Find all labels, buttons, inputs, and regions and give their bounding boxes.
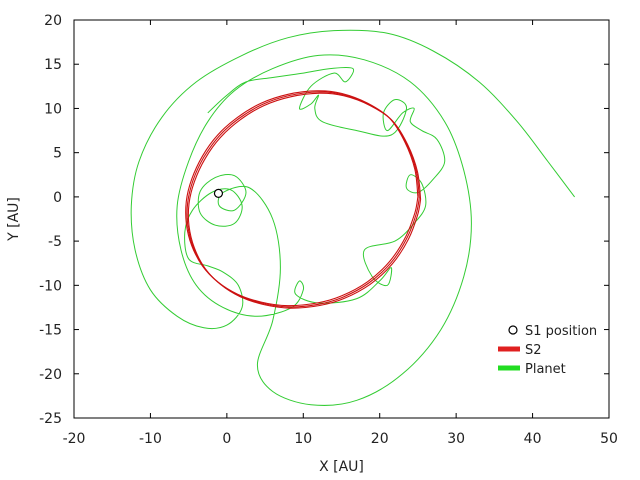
x-tick-label: 10	[294, 431, 312, 447]
y-tick-label: 10	[44, 101, 62, 117]
star2-orbit-1	[186, 91, 420, 308]
y-tick-label: 5	[53, 146, 62, 162]
y-tick-label: -25	[39, 411, 62, 427]
legend-label: Planet	[525, 362, 566, 377]
x-tick-label: 30	[447, 431, 465, 447]
x-tick-label: -10	[139, 431, 162, 447]
x-tick-label: 40	[524, 431, 542, 447]
legend-marker-s1	[508, 325, 518, 335]
legend-label: S1 position	[525, 324, 597, 339]
x-tick-label: 50	[600, 431, 618, 447]
series-layer	[130, 29, 575, 406]
y-axis-label: Y [AU]	[6, 197, 22, 242]
star2-orbit-2	[187, 92, 422, 309]
y-tick-label: -15	[39, 323, 62, 339]
x-axis-label: X [AU]	[319, 459, 364, 475]
x-tick-label: -20	[63, 431, 86, 447]
star2-orbit-0	[185, 90, 419, 307]
y-tick-label: 20	[44, 13, 62, 29]
y-tick-label: -10	[39, 278, 62, 294]
plot-frame	[73, 19, 610, 419]
star1-marker	[213, 188, 224, 198]
legend: S1 position S2 Planet	[498, 324, 597, 377]
y-tick-label: -20	[39, 367, 62, 383]
legend-label: S2	[525, 343, 542, 358]
planet-trajectory	[130, 29, 575, 406]
y-tick-label: 0	[53, 190, 62, 206]
y-tick-label: 15	[44, 57, 62, 73]
y-tick-label: -5	[48, 234, 62, 250]
x-tick-label: 0	[222, 431, 231, 447]
x-tick-label: 20	[371, 431, 389, 447]
